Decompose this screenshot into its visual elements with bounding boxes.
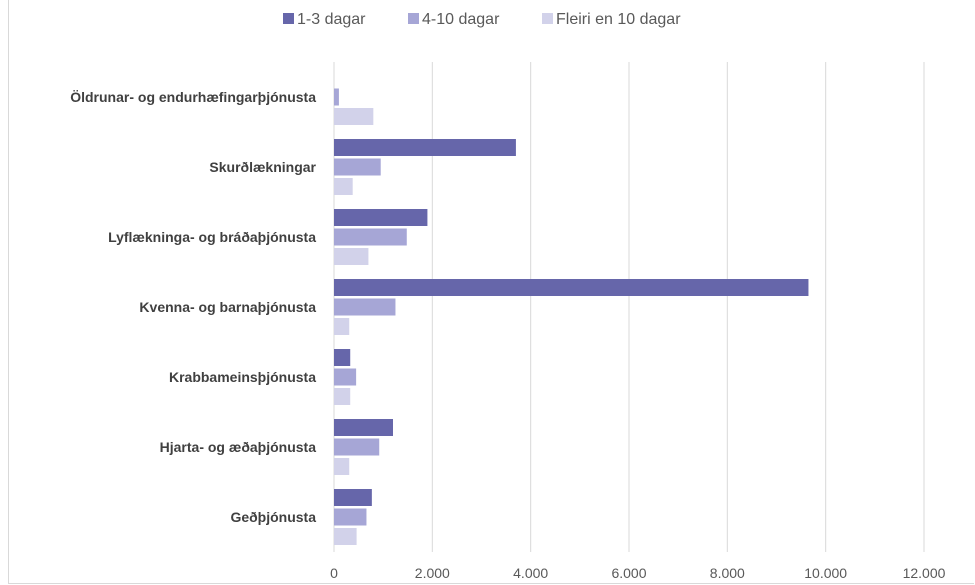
- bar-3-1: [334, 108, 374, 125]
- bars: [334, 88, 809, 545]
- bar-2-6: [334, 438, 380, 456]
- bar-2-2: [334, 158, 381, 176]
- legend-swatch: [542, 13, 553, 24]
- category-label: Kvenna- og barnaþjónusta: [139, 299, 316, 315]
- category-label: Lyflækninga- og bráðaþjónusta: [108, 229, 316, 245]
- chart-frame: [8, 0, 974, 584]
- legend-label: 4-10 dagar: [422, 11, 500, 28]
- bar-2-4: [334, 298, 396, 316]
- bar-2-3: [334, 228, 407, 246]
- legend: 1-3 dagar 4-10 dagar Fleiri en 10 dagar: [283, 11, 681, 28]
- x-tick-label: 10.000: [804, 565, 847, 581]
- x-tick-label: 6.000: [611, 565, 646, 581]
- bar-3-6: [334, 458, 350, 475]
- bar-3-2: [334, 178, 353, 195]
- category-labels: Öldrunar- og endurhæfingarþjónusta Skurðl…: [70, 89, 316, 525]
- x-tick-label: 8.000: [710, 565, 745, 581]
- category-label: Hjarta- og æðaþjónusta: [160, 439, 317, 455]
- legend-swatch: [283, 13, 294, 24]
- bar-1-7: [334, 489, 372, 506]
- bar-3-5: [334, 388, 351, 405]
- legend-label: Fleiri en 10 dagar: [556, 11, 681, 28]
- x-tick-label: 4.000: [513, 565, 548, 581]
- bar-3-4: [334, 318, 350, 335]
- legend-label: 1-3 dagar: [297, 11, 366, 28]
- x-tick-label: 0: [330, 565, 338, 581]
- bar-1-2: [334, 139, 516, 156]
- x-axis-tick-labels: 0 2.000 4.000 6.000 8.000 10.000 12.000: [330, 565, 946, 581]
- x-tick-label: 12.000: [903, 565, 946, 581]
- bar-2-1: [334, 88, 339, 106]
- x-tick-label: 2.000: [415, 565, 450, 581]
- bar-1-3: [334, 209, 428, 226]
- bar-2-5: [334, 368, 357, 386]
- bar-1-4: [334, 279, 809, 296]
- bar-1-6: [334, 419, 393, 436]
- category-label: Skurðlækningar: [209, 159, 316, 175]
- bar-3-7: [334, 528, 357, 545]
- legend-swatch: [408, 13, 419, 24]
- category-label: Krabbameinsþjónusta: [169, 369, 316, 385]
- gridlines: [333, 62, 925, 552]
- category-label: Geðþjónusta: [230, 509, 316, 525]
- bar-2-7: [334, 508, 367, 526]
- bar-3-3: [334, 248, 369, 265]
- bar-1-5: [334, 349, 351, 366]
- category-label: Öldrunar- og endurhæfingarþjónusta: [70, 89, 316, 105]
